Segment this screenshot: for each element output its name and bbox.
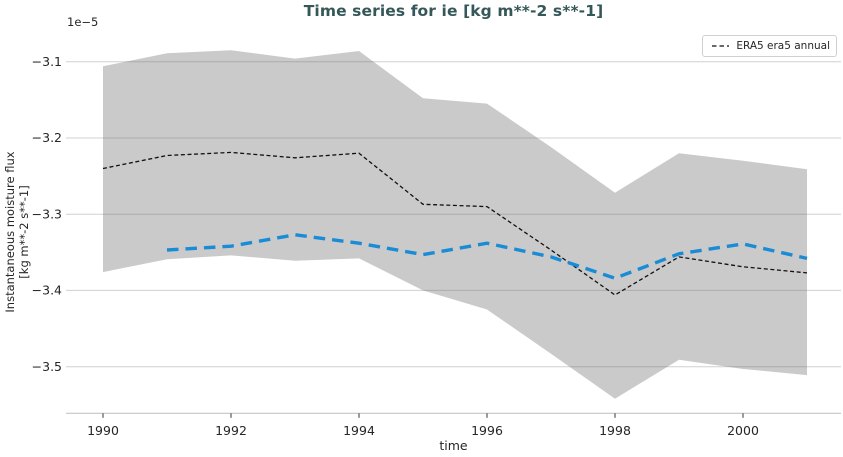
y-tick-label: −3.2: [32, 130, 62, 145]
x-tick-label: 2000: [727, 423, 759, 438]
y-tick-label: −3.1: [32, 54, 62, 69]
y-axis-label: Instantaneous moisture flux [kg m**-2 s*…: [3, 122, 32, 342]
chart-title: Time series for ie [kg m**-2 s**-1]: [303, 2, 604, 20]
legend: ERA5 era5 annual: [702, 35, 837, 57]
y-axis-label-line1: Instantaneous moisture flux: [3, 151, 17, 313]
uncertainty-band: [103, 50, 807, 399]
y-tick-label: −3.4: [32, 283, 62, 298]
era5-annual-series-line: [102, 151, 808, 296]
x-tick-label: 1994: [343, 423, 375, 438]
y-tick-label: −3.5: [32, 359, 62, 374]
x-axis-label: time: [439, 438, 468, 453]
x-tick-label: 1996: [471, 423, 503, 438]
blue-dashed-series-line: [166, 233, 808, 281]
y-axis-offset-label: 1e−5: [67, 15, 99, 29]
y-tick-label: −3.3: [32, 206, 62, 221]
x-tick-label: 1992: [215, 423, 247, 438]
x-tick-label: 1990: [87, 423, 119, 438]
x-tick-label: 1998: [599, 423, 631, 438]
legend-label: ERA5 era5 annual: [736, 40, 830, 52]
y-axis-label-line2: [kg m**-2 s**-1]: [16, 185, 31, 279]
legend-dashed-line-sample: [712, 45, 730, 47]
